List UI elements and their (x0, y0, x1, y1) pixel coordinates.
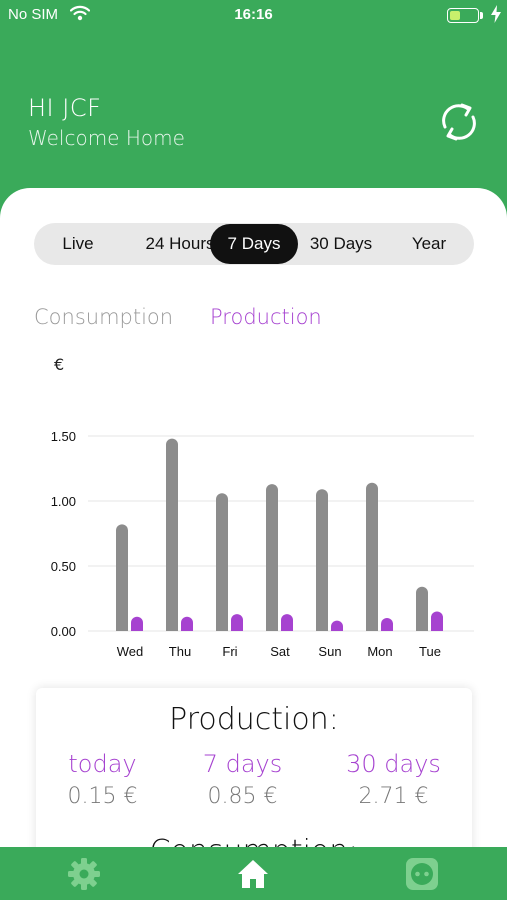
production-bar-chart: 0.00 0.50 1.00 1.50 Wed Thu Fri Sat Sun Mon Tue (51, 429, 474, 659)
stat-today: today 0.15 € (30, 750, 175, 809)
x-tick-label: Wed (117, 644, 144, 659)
y-tick-label: 0.50 (51, 559, 76, 574)
production-bar (231, 614, 243, 631)
chart-unit-label: € (54, 355, 65, 374)
consumption-bar (366, 482, 378, 631)
period-7-days[interactable]: 7 Days (210, 224, 298, 264)
production-bar (381, 618, 393, 631)
production-bar (131, 616, 143, 631)
home-icon[interactable] (235, 856, 271, 892)
status-bar: No SIM 16:16 (0, 0, 507, 30)
battery-nub (480, 12, 483, 19)
tab-consumption[interactable]: Consumption (34, 305, 174, 329)
stat-30-days: 30 days 2.71 € (321, 750, 466, 809)
production-bar (181, 616, 193, 631)
refresh-icon[interactable] (437, 100, 481, 144)
consumption-bar (166, 438, 178, 631)
production-bar (331, 620, 343, 631)
socket-icon[interactable] (404, 856, 440, 892)
stat-value: 0.15 € (67, 784, 138, 809)
period-live[interactable]: Live (62, 234, 94, 253)
charging-bolt-icon (491, 5, 501, 27)
wifi-icon (69, 5, 91, 25)
y-tick-label: 1.50 (51, 429, 76, 444)
stat-label: 7 days (202, 750, 283, 778)
consumption-bar (266, 484, 278, 631)
x-tick-label: Mon (367, 644, 392, 659)
x-tick-label: Tue (419, 644, 441, 659)
y-tick-label: 0.00 (51, 624, 76, 639)
production-bar (431, 611, 443, 631)
period-30-days[interactable]: 30 Days (309, 234, 373, 253)
y-tick-label: 1.00 (51, 494, 76, 509)
carrier-label: No SIM (8, 6, 59, 23)
settings-icon[interactable] (66, 856, 102, 892)
period-year[interactable]: Year (411, 234, 447, 253)
summary-title: Production: (169, 702, 339, 737)
stat-value: 0.85 € (207, 784, 278, 809)
status-time: 16:16 (234, 6, 273, 23)
bottom-tab-bar (0, 847, 507, 900)
consumption-bar (216, 493, 228, 631)
stat-label: today (68, 750, 137, 778)
welcome-subtitle: Welcome Home (28, 126, 185, 150)
consumption-bar (116, 524, 128, 631)
consumption-bar (316, 489, 328, 631)
period-selector: Live 24 Hours 7 Days 30 Days Year (34, 223, 474, 265)
stat-label: 30 days (346, 750, 441, 778)
period-24-hours[interactable]: 24 Hours (145, 234, 215, 253)
tab-production[interactable]: Production (210, 305, 322, 329)
battery-icon (447, 8, 479, 23)
x-tick-label: Sat (270, 644, 290, 659)
production-bar (281, 614, 293, 631)
x-tick-label: Sun (318, 644, 341, 659)
greeting-title: HI JCF (28, 94, 102, 122)
stat-value: 2.71 € (358, 784, 429, 809)
consumption-bar (416, 586, 428, 631)
stat-7-days: 7 days 0.85 € (170, 750, 315, 809)
x-tick-label: Thu (169, 644, 191, 659)
x-tick-label: Fri (222, 644, 237, 659)
